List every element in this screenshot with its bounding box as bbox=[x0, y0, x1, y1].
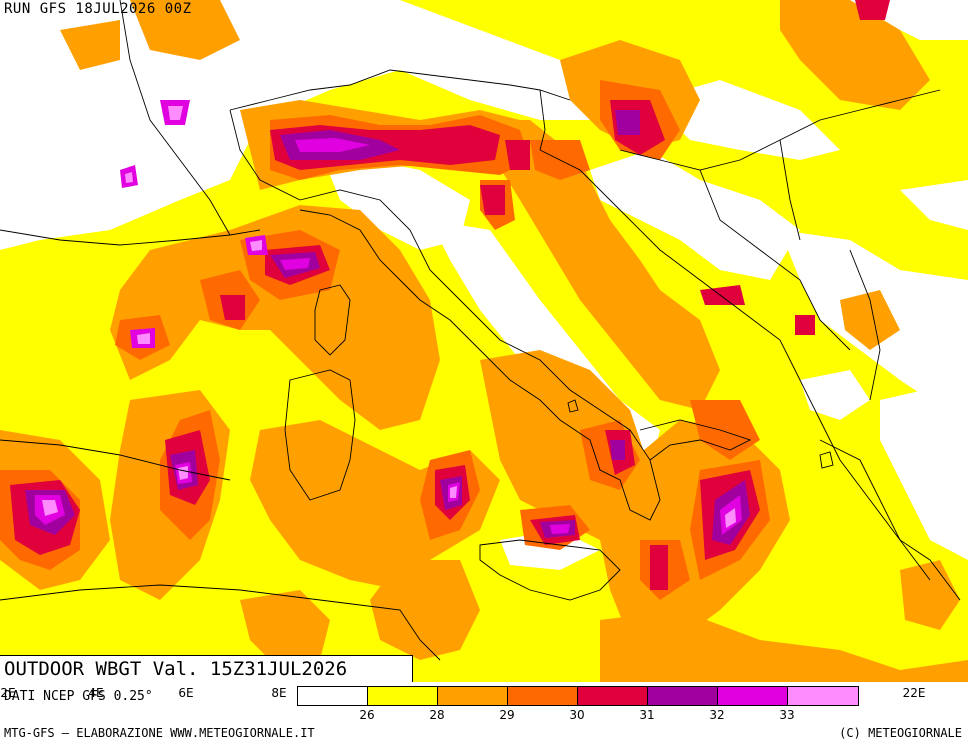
color-scale-swatch bbox=[438, 687, 508, 705]
scale-tick-28: 28 bbox=[429, 708, 445, 722]
longitude-label-8e: 8E bbox=[271, 686, 287, 700]
color-scale-swatch bbox=[718, 687, 788, 705]
color-scale-swatch bbox=[788, 687, 858, 705]
map-title-box: OUTDOOR WBGT Val. 15Z31JUL2026 bbox=[0, 655, 413, 682]
scale-tick-26: 26 bbox=[359, 708, 375, 722]
color-scale-swatch bbox=[648, 687, 718, 705]
scale-tick-31: 31 bbox=[639, 708, 655, 722]
scale-tick-33: 33 bbox=[779, 708, 795, 722]
coastline-borders bbox=[0, 0, 961, 661]
color-scale-swatch bbox=[508, 687, 578, 705]
map-title: OUTDOOR WBGT Val. 15Z31JUL2026 bbox=[4, 658, 348, 680]
scale-tick-30: 30 bbox=[569, 708, 585, 722]
longitude-label-4e: 4E bbox=[88, 686, 104, 700]
scale-tick-29: 29 bbox=[499, 708, 515, 722]
wbgt-map bbox=[0, 0, 968, 682]
scale-tick-32: 32 bbox=[709, 708, 725, 722]
longitude-label-22e: 22E bbox=[902, 686, 926, 700]
color-scale-swatch bbox=[298, 687, 368, 705]
color-scale-swatch bbox=[578, 687, 648, 705]
color-scale-bar bbox=[297, 686, 859, 706]
color-scale-swatch bbox=[368, 687, 438, 705]
wbgt-above-33-areas bbox=[42, 106, 736, 528]
footer-credit: MTG-GFS – ELABORAZIONE WWW.METEOGIORNALE… bbox=[4, 726, 315, 740]
longitude-label-6e: 6E bbox=[178, 686, 194, 700]
longitude-label-2e: 2E bbox=[0, 686, 16, 700]
run-label: RUN GFS 18JUL2026 00Z bbox=[4, 1, 192, 17]
data-source-label: DATI NCEP GFS 0.25° bbox=[4, 689, 153, 704]
footer-copyright: (C) METEOGIORNALE bbox=[839, 726, 962, 740]
